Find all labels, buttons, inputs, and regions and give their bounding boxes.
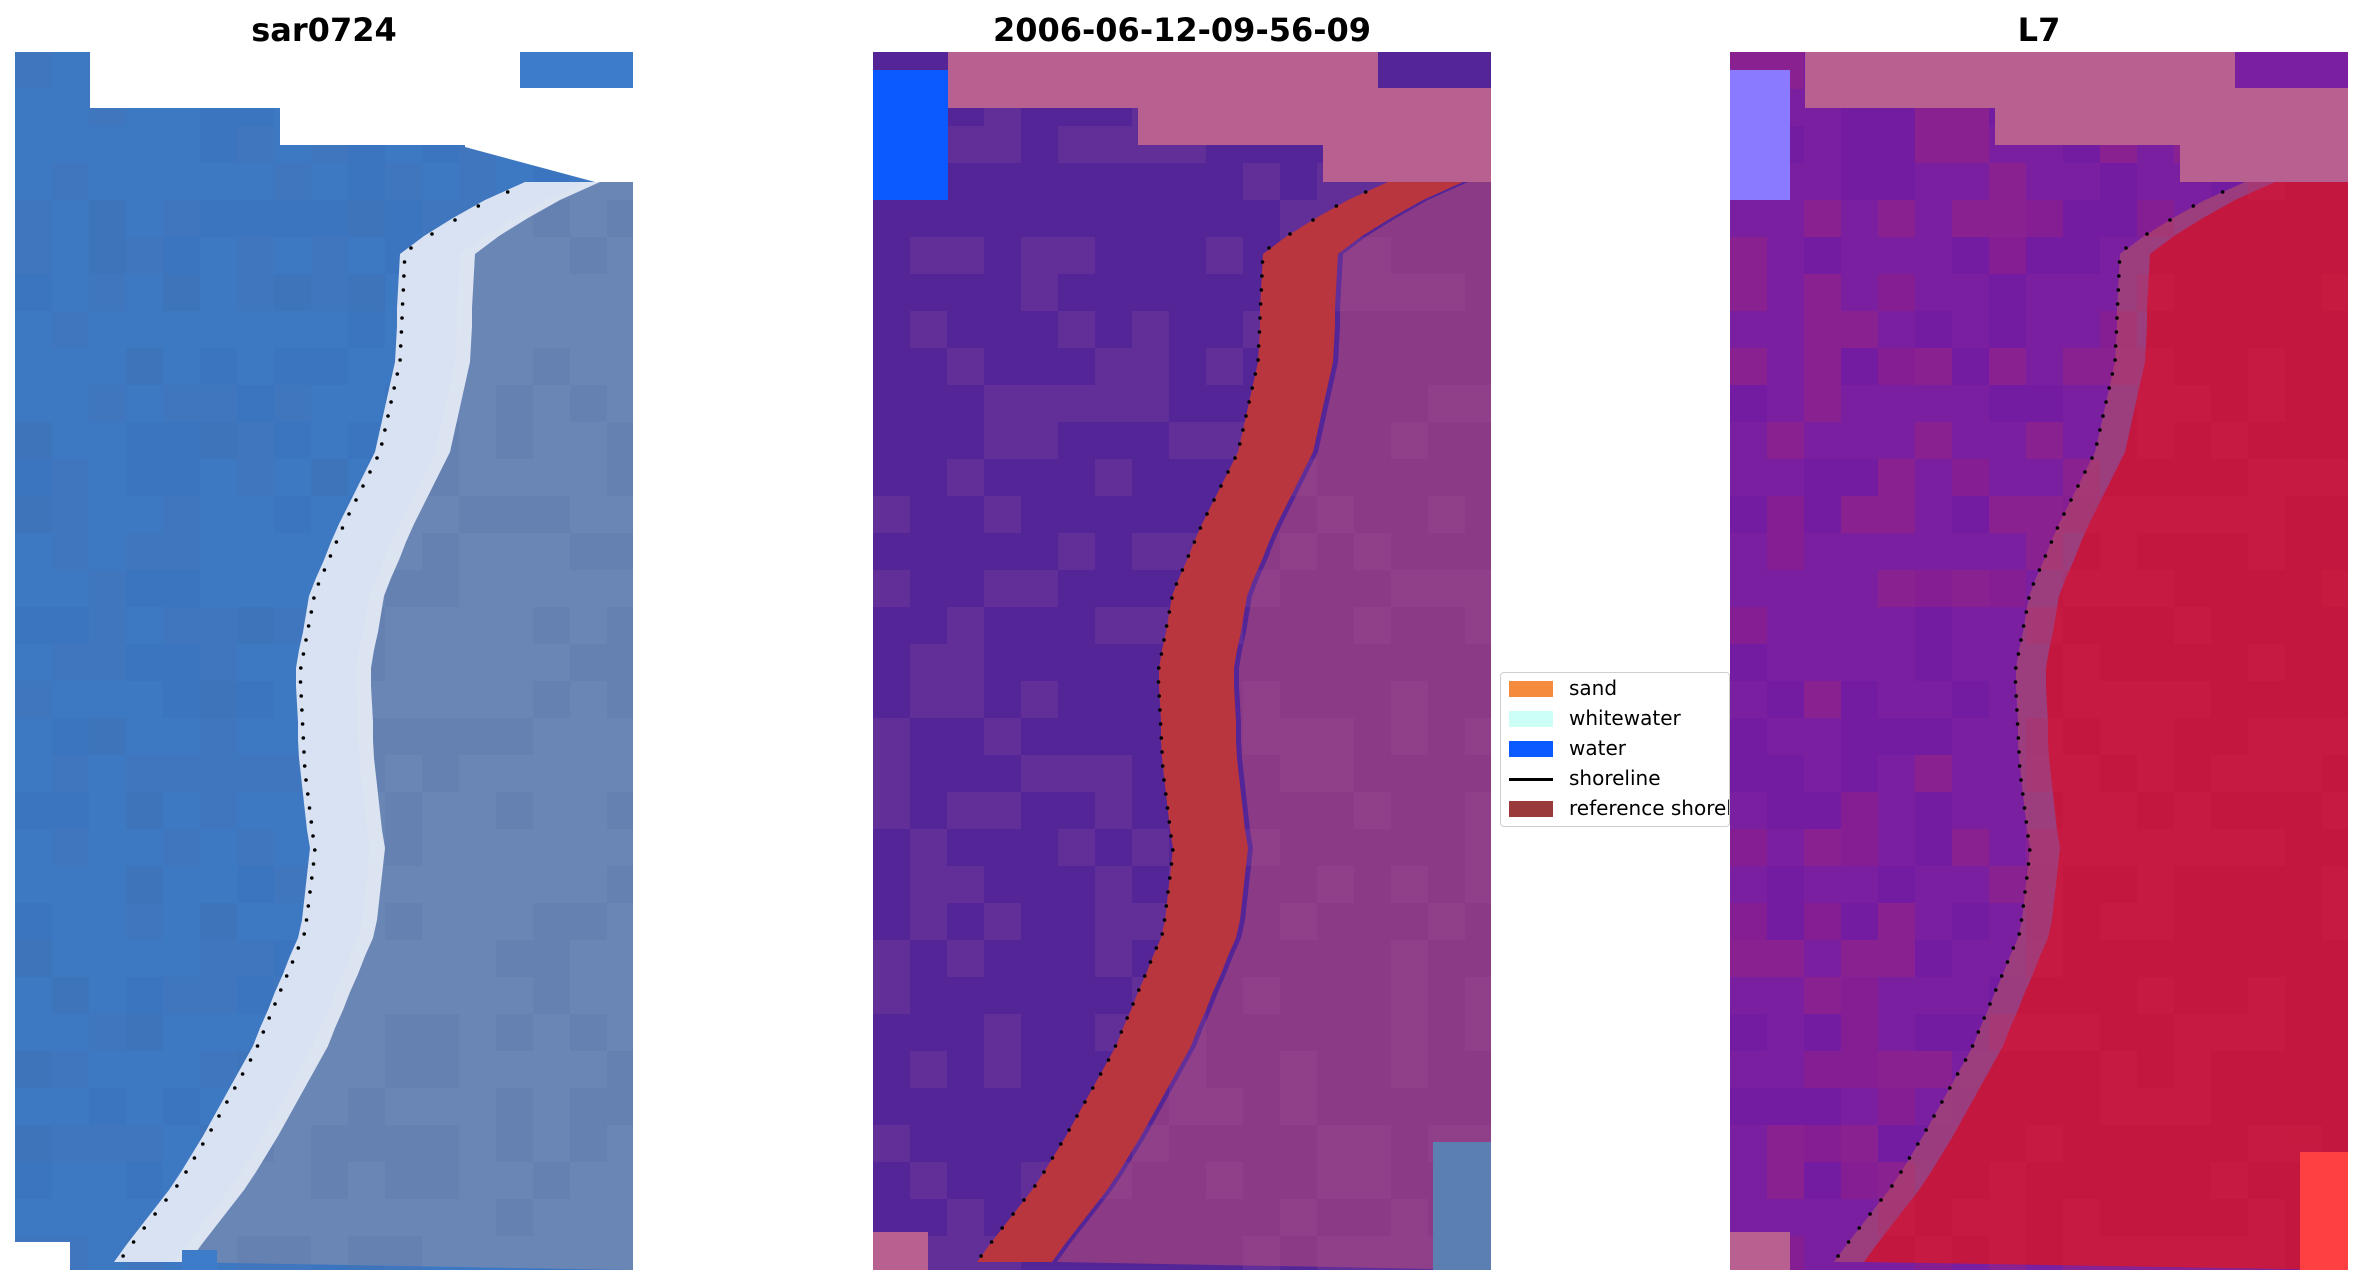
- class-top-land: [948, 52, 1491, 182]
- legend-label-water: water: [1569, 736, 1626, 760]
- panel-title-index: L7: [2017, 11, 2061, 49]
- class-water-patch: [873, 70, 948, 200]
- index-land-area: [1864, 182, 2348, 1270]
- rgb-image-panel: [15, 52, 633, 1270]
- legend-label-sand: sand: [1569, 676, 1618, 700]
- legend-swatch-whitewater: [1509, 711, 1553, 727]
- legend-item-whitewater: whitewater: [1501, 703, 1729, 733]
- legend-item-shoreline: shoreline: [1501, 763, 1729, 793]
- legend-swatch-water: [1509, 741, 1553, 757]
- class-corner-water: [1378, 52, 1491, 88]
- legend-item-reference-shoreline-buffer: reference shoreline buffer: [1501, 793, 1729, 823]
- index-land-texture: [1730, 52, 2348, 1270]
- legend-swatch-sand: [1509, 681, 1553, 697]
- index-bright-patch: [2300, 1152, 2348, 1270]
- index-bottom-patch: [1730, 1232, 1790, 1270]
- panel-title-classified: 2006-06-12-09-56-09: [992, 11, 1372, 49]
- land-area: [174, 182, 633, 1270]
- index-top-area: [1805, 52, 2348, 182]
- index-image: [1730, 52, 2348, 1270]
- bottom-patch: [182, 1250, 217, 1270]
- class-grey-patch: [1433, 1142, 1491, 1270]
- legend: sand whitewater water shoreline referenc…: [1500, 672, 1730, 827]
- legend-item-water: water: [1501, 733, 1729, 763]
- surf-zone: [114, 182, 600, 1262]
- reference-buffer-band: [977, 182, 1463, 1262]
- legend-item-sand: sand: [1501, 673, 1729, 703]
- legend-line-shoreline: [1509, 778, 1553, 781]
- legend-label-shoreline: shoreline: [1569, 766, 1661, 790]
- class-bottom-patch: [873, 1232, 928, 1270]
- legend-swatch-reference-shoreline-buffer: [1509, 801, 1553, 817]
- index-corner: [2235, 52, 2348, 88]
- index-image-panel: [1730, 52, 2348, 1270]
- classified-image-panel: [873, 52, 1491, 1270]
- corner-patch: [520, 52, 633, 88]
- shoreline-dots: [979, 190, 1368, 1258]
- panel-title-rgb: sar0724: [251, 11, 397, 49]
- no-data-corner: [15, 1242, 70, 1270]
- index-light-patch: [1730, 70, 1790, 200]
- rgb-image: [15, 52, 633, 1270]
- class-land-area: [1057, 182, 1491, 1270]
- no-data-area: [90, 52, 633, 182]
- legend-label-whitewater: whitewater: [1569, 706, 1681, 730]
- classified-image: [873, 52, 1491, 1270]
- legend-label-reference-shoreline-buffer: reference shoreline buffer: [1569, 796, 1729, 820]
- shoreline-dots: [121, 190, 510, 1258]
- shoreline-dots: [1836, 190, 2225, 1258]
